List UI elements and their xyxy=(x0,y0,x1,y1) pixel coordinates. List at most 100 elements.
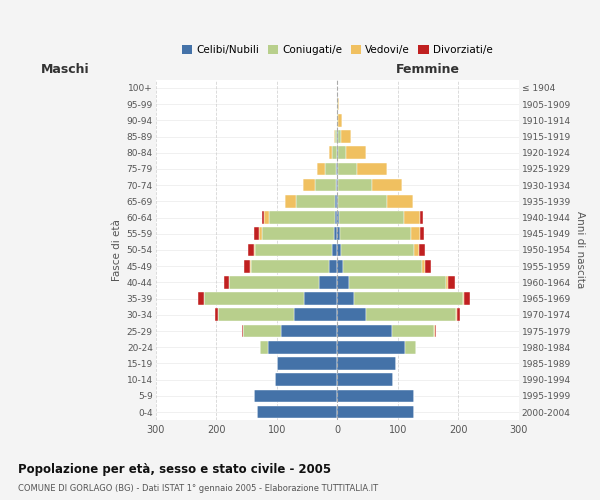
Bar xyxy=(425,260,431,272)
Bar xyxy=(244,324,281,338)
Text: COMUNE DI GORLAGO (BG) - Dati ISTAT 1° gennaio 2005 - Elaborazione TUTTITALIA.IT: COMUNE DI GORLAGO (BG) - Dati ISTAT 1° g… xyxy=(18,484,378,493)
Bar xyxy=(248,244,254,256)
Bar xyxy=(332,244,337,256)
Bar xyxy=(337,195,338,207)
Bar xyxy=(277,357,337,370)
Bar xyxy=(325,162,336,175)
Bar xyxy=(337,212,339,224)
Bar xyxy=(341,244,414,256)
Bar xyxy=(463,292,464,305)
Bar xyxy=(337,324,392,338)
Bar xyxy=(302,179,315,192)
Bar xyxy=(338,114,342,126)
Bar xyxy=(446,276,448,288)
Bar xyxy=(341,130,351,143)
Bar xyxy=(337,179,338,192)
Bar xyxy=(304,292,337,305)
Y-axis label: Anni di nascita: Anni di nascita xyxy=(575,212,585,288)
Bar xyxy=(315,179,336,192)
Bar xyxy=(335,212,337,224)
Bar xyxy=(262,228,334,240)
Bar xyxy=(251,260,329,272)
Bar xyxy=(422,260,425,272)
Bar xyxy=(337,406,414,418)
Bar xyxy=(337,341,405,353)
Bar xyxy=(254,228,259,240)
Bar xyxy=(419,212,422,224)
Bar xyxy=(296,195,335,207)
Bar xyxy=(229,276,319,288)
Bar xyxy=(250,260,251,272)
Bar xyxy=(329,260,337,272)
Text: Femmine: Femmine xyxy=(396,64,460,76)
Bar xyxy=(434,324,435,338)
Bar xyxy=(275,374,337,386)
Bar xyxy=(262,212,264,224)
Bar xyxy=(337,308,366,321)
Bar xyxy=(337,357,396,370)
Bar xyxy=(448,276,455,288)
Bar xyxy=(218,308,293,321)
Bar xyxy=(260,341,268,353)
Bar xyxy=(204,292,304,305)
Bar xyxy=(354,292,463,305)
Bar xyxy=(338,130,341,143)
Bar xyxy=(317,162,325,175)
Bar xyxy=(337,146,338,159)
Bar xyxy=(293,308,337,321)
Bar xyxy=(215,308,218,321)
Y-axis label: Fasce di età: Fasce di età xyxy=(112,219,122,281)
Bar xyxy=(337,292,354,305)
Text: Popolazione per età, sesso e stato civile - 2005: Popolazione per età, sesso e stato civil… xyxy=(18,462,331,475)
Bar xyxy=(338,98,339,110)
Bar xyxy=(338,162,357,175)
Bar xyxy=(269,212,335,224)
Bar xyxy=(387,195,413,207)
Bar xyxy=(337,228,340,240)
Bar xyxy=(264,212,269,224)
Bar xyxy=(404,212,419,224)
Bar xyxy=(259,228,262,240)
Bar xyxy=(335,195,337,207)
Bar xyxy=(337,130,338,143)
Bar xyxy=(411,228,419,240)
Bar xyxy=(337,162,338,175)
Bar xyxy=(414,244,419,256)
Legend: Celibi/Nubili, Coniugati/e, Vedovi/e, Divorziati/e: Celibi/Nubili, Coniugati/e, Vedovi/e, Di… xyxy=(178,41,497,60)
Bar xyxy=(334,228,337,240)
Bar xyxy=(285,195,296,207)
Bar xyxy=(319,276,337,288)
Bar xyxy=(340,228,411,240)
Bar xyxy=(198,292,204,305)
Bar xyxy=(337,114,338,126)
Bar xyxy=(334,130,335,143)
Bar xyxy=(456,308,457,321)
Bar xyxy=(405,341,416,353)
Bar xyxy=(338,179,371,192)
Bar xyxy=(346,146,365,159)
Bar xyxy=(336,179,337,192)
Bar xyxy=(343,260,422,272)
Bar xyxy=(419,228,424,240)
Bar xyxy=(337,390,414,402)
Bar xyxy=(335,130,337,143)
Bar xyxy=(338,146,346,159)
Bar xyxy=(371,179,402,192)
Bar xyxy=(244,260,250,272)
Bar xyxy=(337,244,341,256)
Bar xyxy=(357,162,388,175)
Bar xyxy=(435,324,436,338)
Bar xyxy=(419,244,425,256)
Bar xyxy=(254,390,337,402)
Bar xyxy=(242,324,244,338)
Bar xyxy=(339,212,404,224)
Bar xyxy=(329,146,332,159)
Bar xyxy=(257,406,337,418)
Bar xyxy=(224,276,229,288)
Bar xyxy=(254,244,255,256)
Bar xyxy=(349,276,446,288)
Bar xyxy=(392,324,434,338)
Bar xyxy=(338,195,387,207)
Bar xyxy=(457,308,460,321)
Bar xyxy=(281,324,337,338)
